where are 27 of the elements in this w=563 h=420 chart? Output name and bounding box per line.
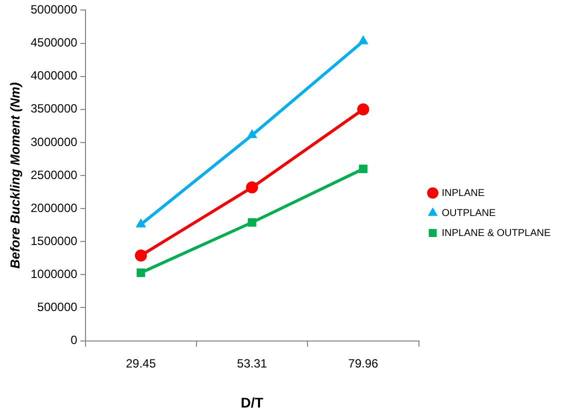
y-tick-label: 2000000 xyxy=(30,200,78,215)
y-tick-label: 0 xyxy=(70,333,78,348)
y-tick-label: 4500000 xyxy=(30,36,78,50)
point xyxy=(246,129,258,138)
x-tick-label: 79.96 xyxy=(348,356,379,370)
point xyxy=(248,218,256,227)
point xyxy=(134,250,147,262)
point xyxy=(136,268,146,277)
y-tick-label: 3000000 xyxy=(30,134,78,149)
x-axis-title: D/T xyxy=(240,394,264,410)
point xyxy=(358,164,368,174)
y-tick-label: 2500000 xyxy=(30,168,78,182)
y-tick-label: 500000 xyxy=(37,300,78,314)
y-tick-label: 5000000 xyxy=(30,2,78,17)
y-tick-label: 4000000 xyxy=(30,68,78,83)
x-tick-label: 29.45 xyxy=(126,356,156,370)
point xyxy=(357,103,370,116)
legend-label: INPLANE xyxy=(442,188,485,199)
y-tick-label: 1500000 xyxy=(30,234,78,248)
x-tick-label: 53.31 xyxy=(237,356,268,370)
y-axis-title: Before Buckling Moment (Nm) xyxy=(7,82,22,269)
point xyxy=(358,35,368,44)
y-tick-label: 3500000 xyxy=(30,102,78,116)
legend-label: OUTPLANE xyxy=(442,208,496,219)
point xyxy=(246,181,258,194)
y-tick-label: 1000000 xyxy=(30,266,78,281)
legend-label: INPLANE & OUTPLANE xyxy=(442,228,551,239)
